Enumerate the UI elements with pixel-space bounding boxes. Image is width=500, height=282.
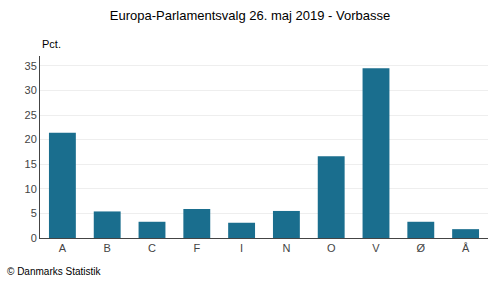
svg-text:A: A xyxy=(59,242,67,254)
svg-text:10: 10 xyxy=(25,183,37,195)
svg-text:I: I xyxy=(240,242,243,254)
svg-text:Pct.: Pct. xyxy=(42,38,61,50)
svg-text:N: N xyxy=(282,242,290,254)
svg-text:B: B xyxy=(104,242,111,254)
svg-text:F: F xyxy=(193,242,200,254)
svg-text:C: C xyxy=(148,242,156,254)
svg-text:20: 20 xyxy=(25,133,37,145)
svg-text:30: 30 xyxy=(25,84,37,96)
svg-text:O: O xyxy=(327,242,336,254)
svg-text:V: V xyxy=(372,242,380,254)
svg-text:0: 0 xyxy=(31,232,37,244)
svg-text:5: 5 xyxy=(31,207,37,219)
svg-text:Å: Å xyxy=(462,242,470,254)
svg-text:15: 15 xyxy=(25,158,37,170)
svg-text:25: 25 xyxy=(25,109,37,121)
svg-text:Europa-Parlamentsvalg 26. maj: Europa-Parlamentsvalg 26. maj 2019 - Vor… xyxy=(110,8,390,23)
svg-text:35: 35 xyxy=(25,60,37,72)
svg-text:Ø: Ø xyxy=(417,242,426,254)
svg-text:© Danmarks Statistik: © Danmarks Statistik xyxy=(7,266,102,277)
